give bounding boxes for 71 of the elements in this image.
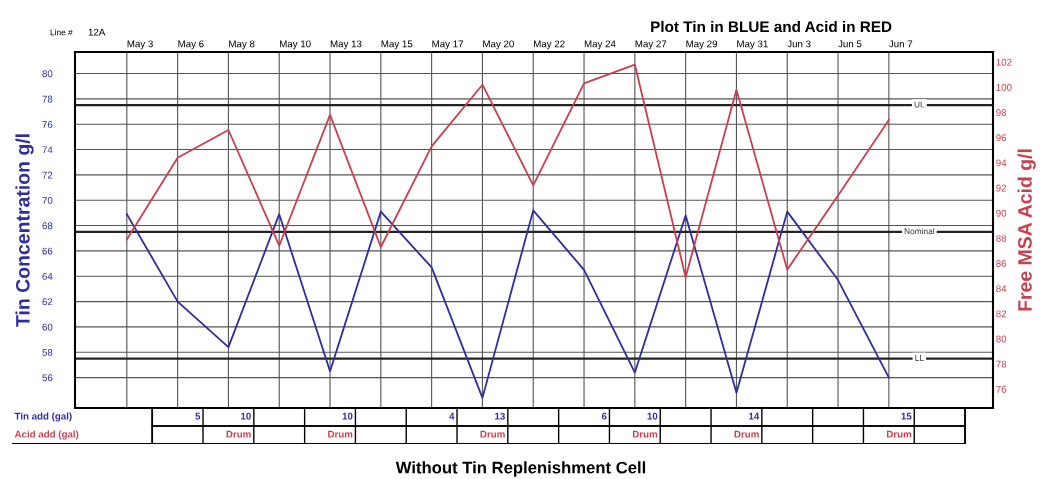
y2-tick-label: 102 [996, 58, 1012, 66]
y2-tick-label: 88 [996, 234, 1007, 242]
y-tick-label: 58 [42, 348, 53, 356]
y2-tick-label: 86 [996, 260, 1007, 267]
y2-tick-label: 98 [996, 109, 1007, 116]
y-tick-label: 62 [42, 298, 53, 306]
text: Line # [50, 29, 73, 36]
data-label: Drum [632, 430, 658, 438]
data-label: Drum [226, 430, 251, 438]
y2-tick-label: 84 [996, 285, 1007, 293]
y2-tick-label: 92 [996, 184, 1007, 192]
y-tick-label: 72 [42, 171, 53, 179]
y-tick-label: 74 [42, 146, 53, 154]
x-tick-label: May 27 [635, 40, 667, 50]
ref-line-label: UL [914, 101, 925, 108]
y-tick-label: 80 [42, 70, 53, 78]
x-tick-label: May 24 [584, 40, 616, 50]
x-tick-label: Jun 7 [889, 40, 913, 48]
data-label: 15 [901, 412, 912, 420]
y-tick-label: 68 [42, 222, 53, 230]
ref-line-label: Nominal [904, 228, 935, 235]
legend-label: Tin add (gal) [14, 412, 72, 422]
y2-axis-title: Free MSA Acid g/l [1017, 149, 1036, 311]
y2-tick-label: 82 [996, 310, 1007, 318]
x-tick-label: May 6 [178, 40, 204, 50]
x-tick-label: May 17 [432, 40, 464, 50]
x-tick-label: May 31 [737, 40, 768, 50]
data-label: 10 [342, 412, 353, 420]
y-tick-label: 60 [42, 323, 53, 331]
y2-tick-label: 76 [996, 385, 1007, 393]
x-tick-label: May 13 [330, 40, 362, 50]
data-label: 14 [749, 412, 760, 420]
legend-label: Acid add (gal) [14, 430, 79, 440]
y-axis-title: Tin Concentration g/l [15, 134, 34, 327]
y2-tick-label: 78 [996, 360, 1007, 368]
data-label: Drum [734, 430, 759, 438]
data-label: Drum [480, 430, 505, 438]
y-tick-label: 76 [42, 120, 53, 128]
x-tick-label: May 20 [483, 40, 514, 50]
x-tick-label: May 10 [280, 40, 311, 50]
y-tick-label: 70 [42, 196, 53, 204]
data-label: Drum [328, 430, 353, 438]
x-tick-label: May 8 [229, 40, 255, 50]
y2-tick-label: 100 [996, 83, 1012, 91]
ref-line-label: LL [915, 355, 924, 361]
y2-tick-label: 80 [996, 335, 1007, 343]
x-tick-label: May 29 [686, 40, 718, 50]
y-tick-label: 66 [42, 247, 53, 255]
data-label: 10 [241, 412, 251, 420]
x-tick-label: Jun 3 [787, 40, 811, 48]
line-series [125, 209, 890, 399]
data-label: 10 [647, 412, 658, 420]
y2-tick-label: 94 [996, 159, 1007, 167]
chart-title: Plot Tin in BLUE and Acid in RED [651, 20, 892, 33]
y2-tick-label: 90 [996, 209, 1007, 217]
line-series [125, 63, 890, 279]
data-label: 5 [195, 412, 201, 420]
data-label: 6 [601, 412, 607, 420]
x-tick-label: Jun 5 [838, 40, 862, 48]
data-label: Drum [886, 430, 912, 438]
x-tick-label: May 22 [534, 40, 565, 50]
text: 12A [88, 28, 106, 36]
y2-tick-label: 96 [996, 134, 1007, 142]
y-tick-label: 78 [42, 95, 53, 103]
data-label: 4 [449, 412, 455, 420]
y-tick-label: 56 [42, 374, 53, 382]
x-tick-label: May 3 [127, 40, 153, 50]
y-tick-label: 64 [42, 272, 53, 280]
text: Without Tin Replenishment Cell [395, 461, 646, 477]
data-label: 13 [495, 412, 505, 420]
x-tick-label: May 15 [381, 40, 413, 50]
